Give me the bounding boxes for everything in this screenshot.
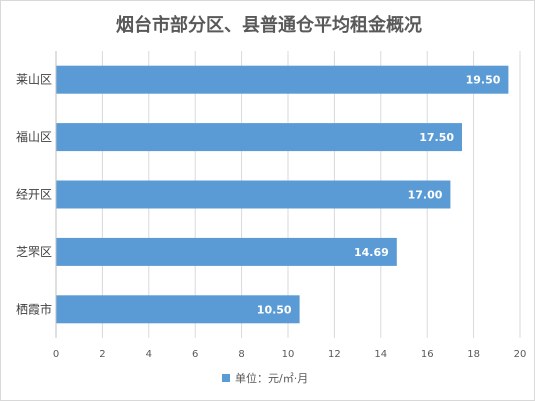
data-label: 17.50 xyxy=(419,131,454,144)
bars: 19.50 17.50 17.00 14.69 10.50 xyxy=(56,65,509,324)
x-tick-label: 20 xyxy=(514,349,527,360)
data-label: 19.50 xyxy=(466,74,501,87)
x-tick-label: 4 xyxy=(146,349,152,360)
category-label: 经开区 xyxy=(16,188,52,202)
chart-title: 烟台市部分区、县普通仓平均租金概况 xyxy=(116,14,422,36)
x-tick-label: 2 xyxy=(99,349,105,360)
bar xyxy=(56,123,462,152)
legend: 单位：元/㎡·月 xyxy=(222,371,308,385)
x-tick-label: 6 xyxy=(192,349,198,360)
legend-swatch xyxy=(222,374,230,382)
x-axis: 0 2 4 6 8 10 12 14 16 18 20 xyxy=(53,349,527,360)
x-tick-label: 0 xyxy=(53,349,59,360)
category-label: 芝罘区 xyxy=(16,244,52,259)
category-label: 莱山区 xyxy=(16,73,52,87)
category-label: 福山区 xyxy=(16,129,52,144)
x-tick-label: 14 xyxy=(374,349,387,360)
category-label: 栖霞市 xyxy=(16,301,52,316)
data-label: 14.69 xyxy=(354,246,389,259)
bar xyxy=(56,295,300,324)
x-tick-label: 8 xyxy=(238,349,244,360)
bar xyxy=(56,180,451,209)
legend-label: 单位：元/㎡·月 xyxy=(235,371,308,385)
data-label: 17.00 xyxy=(408,189,443,202)
x-tick-label: 12 xyxy=(328,349,341,360)
bar xyxy=(56,65,509,94)
bar xyxy=(56,237,397,266)
x-tick-label: 10 xyxy=(282,349,295,360)
x-tick-label: 16 xyxy=(421,349,434,360)
data-label: 10.50 xyxy=(257,303,292,316)
x-tick-label: 18 xyxy=(467,349,480,360)
